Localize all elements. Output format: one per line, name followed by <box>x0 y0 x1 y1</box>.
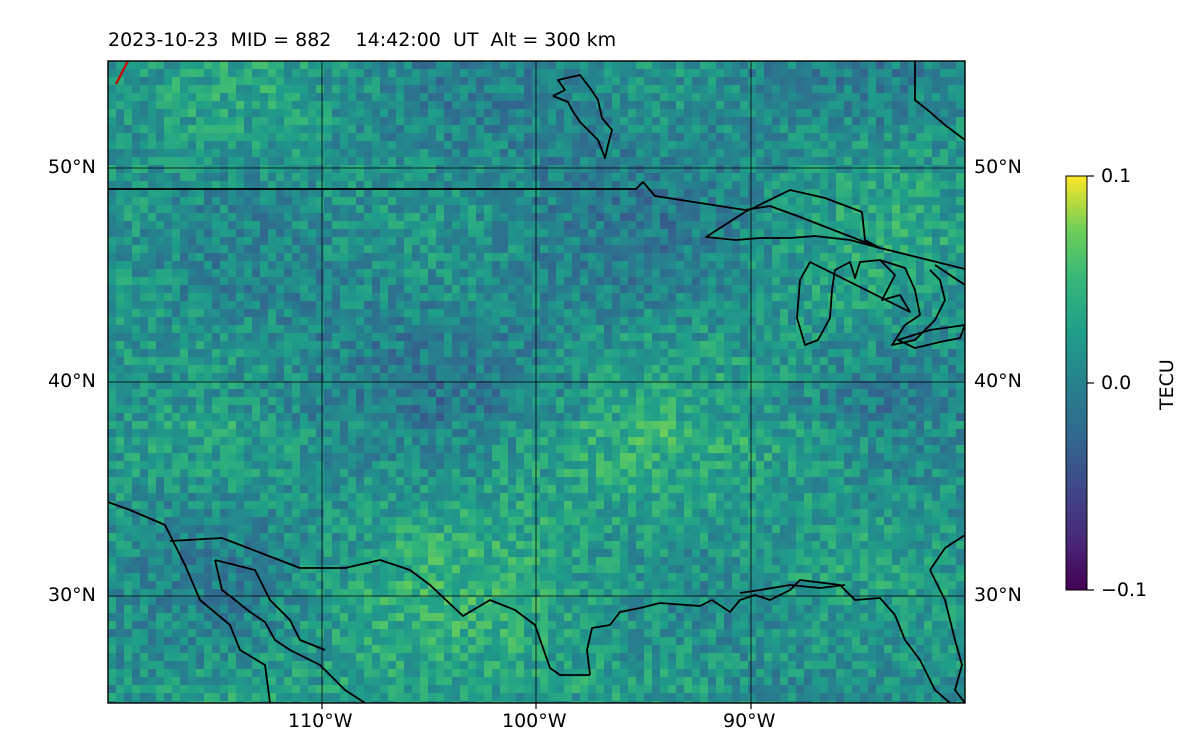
colorbar <box>1065 175 1088 591</box>
lat-tick-label-right-40n: 40°N <box>974 370 1022 392</box>
lat-tick-label-left-40n: 40°N <box>48 370 96 392</box>
mexico-west-coast <box>214 559 326 651</box>
florida-peninsula <box>929 569 965 703</box>
lon-tick-label-100w: 100°W <box>502 710 567 732</box>
lake-huron <box>879 259 946 346</box>
lake-superior <box>705 189 881 249</box>
lat-tick-label-left-50n: 50°N <box>48 156 96 178</box>
colorbar-label: TECU <box>1156 359 1178 410</box>
lat-tick-label-right-50n: 50°N <box>974 156 1022 178</box>
gulf-coast-texas <box>586 579 951 703</box>
lake-erie <box>897 324 965 349</box>
map-title: 2023-10-23 MID = 882 14:42:00 UT Alt = 3… <box>108 29 617 51</box>
colorbar-tick-label-max: 0.1 <box>1101 165 1132 187</box>
gulf-coast-louisiana <box>739 584 846 594</box>
axis-ticks <box>321 703 752 709</box>
quebec-coast <box>914 61 965 141</box>
colorbar-tick-label-min: −0.1 <box>1101 579 1148 601</box>
us-canada-border <box>108 181 965 270</box>
james-bay-coast <box>552 74 613 159</box>
tec-heatmap <box>108 61 965 703</box>
florida-west-coast <box>929 534 965 571</box>
lon-tick-label-90w: 90°W <box>723 710 776 732</box>
baja-coast <box>108 501 271 703</box>
lat-tick-label-right-30n: 30°N <box>974 584 1022 606</box>
colorbar-ticks <box>1087 175 1094 591</box>
lat-tick-label-left-30n: 30°N <box>48 584 96 606</box>
terminator-line <box>115 60 129 85</box>
lon-tick-label-110w: 110°W <box>288 710 353 732</box>
coastlines-and-borders <box>108 61 965 703</box>
lake-michigan <box>796 259 911 346</box>
us-mexico-border <box>169 537 590 676</box>
colorbar-tick-label-zero: 0.0 <box>1101 372 1132 394</box>
gulf-california-coast <box>214 559 366 703</box>
